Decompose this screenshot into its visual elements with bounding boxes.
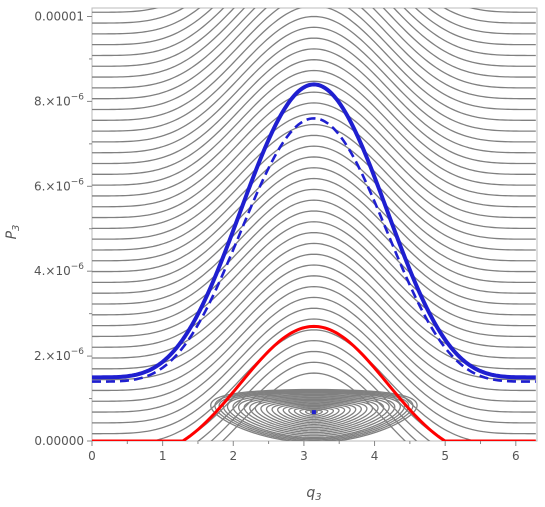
inner-contour xyxy=(265,401,362,427)
x-tick-label: 0 xyxy=(88,449,96,463)
contour-line xyxy=(92,188,536,305)
x-axis-label: q3 xyxy=(306,485,321,503)
x-tick-label: 3 xyxy=(300,449,308,463)
contour-line xyxy=(92,37,536,154)
inner-contour xyxy=(226,392,401,439)
contour-line xyxy=(92,156,536,273)
contour-line xyxy=(92,8,536,78)
inner-contour xyxy=(304,409,323,416)
contour-line xyxy=(92,8,536,67)
contour-line xyxy=(92,167,536,284)
contour-line xyxy=(92,69,536,186)
contour-line xyxy=(92,221,536,338)
contour-line xyxy=(92,8,536,35)
contour-line xyxy=(92,8,536,24)
y-tick-label: 0.00001 xyxy=(34,9,84,23)
inner-contour xyxy=(271,402,357,426)
inner-contour xyxy=(288,405,340,421)
trajectory-solid-curve xyxy=(92,82,536,380)
separatrix-curve xyxy=(92,324,536,441)
contour-line xyxy=(92,8,536,100)
contour-line xyxy=(92,8,536,89)
x-tick-label: 6 xyxy=(512,449,520,463)
contour-lines xyxy=(92,8,536,441)
contour-line xyxy=(92,199,536,316)
inner-contour xyxy=(260,399,368,429)
series-lines xyxy=(92,82,536,441)
contour-line xyxy=(92,123,536,240)
center-point-marker xyxy=(311,410,316,415)
inner-contour xyxy=(222,391,406,440)
contour-line xyxy=(92,8,536,57)
contour-line xyxy=(92,242,536,359)
inner-contour xyxy=(277,403,351,424)
contour-line xyxy=(92,8,536,121)
contour-line xyxy=(92,177,536,294)
contour-line xyxy=(92,48,536,165)
contour-line xyxy=(92,8,536,13)
contour-line xyxy=(92,8,536,46)
contour-line xyxy=(92,8,536,111)
x-tick-label: 1 xyxy=(159,449,167,463)
contour-line xyxy=(92,26,536,143)
contour-line xyxy=(92,113,536,230)
contour-line xyxy=(92,91,536,208)
trajectory-dashed-curve xyxy=(92,117,536,383)
inner-contour xyxy=(232,393,396,437)
y-tick-label: 2.×10−6 xyxy=(34,347,84,363)
contour-line xyxy=(92,318,536,435)
y-tick-label: 4.×10−6 xyxy=(34,262,84,278)
contour-line xyxy=(92,15,536,132)
axes: 0 1 2 3 4 5 6 0.00000 2.×10−6 4.×10−6 6.×10−6 8.×10… xyxy=(34,9,520,463)
contour-line xyxy=(221,372,406,441)
inner-contour xyxy=(254,398,374,430)
y-tick-label: 8.×10−6 xyxy=(34,92,84,108)
contour-line xyxy=(92,275,536,392)
contour-line xyxy=(92,264,536,381)
y-axis-label: P3 xyxy=(4,225,22,240)
contour-line xyxy=(197,350,431,441)
contour-line xyxy=(210,361,418,441)
x-tick-label: 5 xyxy=(441,449,449,463)
inner-contour xyxy=(210,388,418,441)
contour-line xyxy=(92,145,536,262)
x-tick-label: 4 xyxy=(371,449,379,463)
inner-contour xyxy=(299,408,329,417)
contour-line xyxy=(149,329,479,441)
inner-contour xyxy=(243,396,385,434)
inner-contour xyxy=(249,397,379,432)
inner-contour xyxy=(293,407,335,419)
contour-line xyxy=(92,59,536,175)
contour-line xyxy=(92,80,536,197)
y-tick-label: 6.×10−6 xyxy=(34,177,84,193)
contour-line xyxy=(92,307,536,424)
x-tick-label: 2 xyxy=(229,449,237,463)
contour-line xyxy=(92,134,536,251)
inner-contour xyxy=(237,394,390,435)
contour-line xyxy=(92,210,536,327)
contour-line xyxy=(92,285,536,402)
y-tick-label: 0.00000 xyxy=(34,434,84,448)
contour-line xyxy=(92,296,536,413)
inner-contour xyxy=(214,389,414,441)
contour-line xyxy=(92,102,536,219)
contour-line xyxy=(92,231,536,348)
inner-contour xyxy=(282,404,346,422)
contour-line xyxy=(180,340,448,441)
